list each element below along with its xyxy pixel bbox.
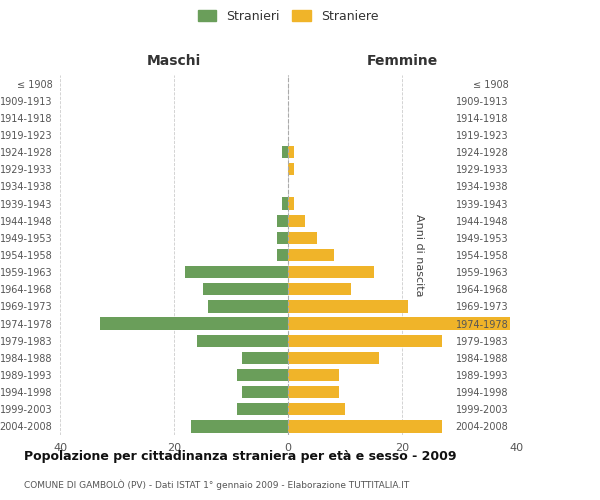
Bar — [288, 283, 350, 296]
Bar — [242, 352, 288, 364]
Bar — [288, 146, 294, 158]
Bar — [288, 403, 345, 415]
Bar — [236, 403, 288, 415]
Bar — [288, 386, 340, 398]
Bar — [197, 334, 288, 347]
Bar — [185, 266, 288, 278]
Legend: Stranieri, Straniere: Stranieri, Straniere — [193, 5, 383, 28]
Bar — [208, 300, 288, 312]
Bar — [288, 198, 294, 209]
Bar — [288, 163, 294, 175]
Bar — [288, 249, 334, 261]
Bar — [288, 300, 408, 312]
Bar — [242, 386, 288, 398]
Bar — [288, 352, 379, 364]
Y-axis label: Anni di nascita: Anni di nascita — [414, 214, 424, 296]
Bar — [283, 146, 288, 158]
Bar — [288, 318, 510, 330]
Bar — [100, 318, 288, 330]
Bar — [236, 369, 288, 381]
Bar — [191, 420, 288, 432]
Text: COMUNE DI GAMBOLÒ (PV) - Dati ISTAT 1° gennaio 2009 - Elaborazione TUTTITALIA.IT: COMUNE DI GAMBOLÒ (PV) - Dati ISTAT 1° g… — [24, 480, 409, 490]
Bar — [203, 283, 288, 296]
Text: Maschi: Maschi — [147, 54, 201, 68]
Text: Popolazione per cittadinanza straniera per età e sesso - 2009: Popolazione per cittadinanza straniera p… — [24, 450, 457, 463]
Bar — [277, 232, 288, 244]
Bar — [288, 266, 373, 278]
Bar — [277, 249, 288, 261]
Text: Femmine: Femmine — [367, 54, 437, 68]
Bar — [288, 214, 305, 227]
Bar — [288, 369, 340, 381]
Bar — [288, 334, 442, 347]
Bar — [283, 198, 288, 209]
Bar — [288, 420, 442, 432]
Bar — [288, 232, 317, 244]
Bar — [277, 214, 288, 227]
